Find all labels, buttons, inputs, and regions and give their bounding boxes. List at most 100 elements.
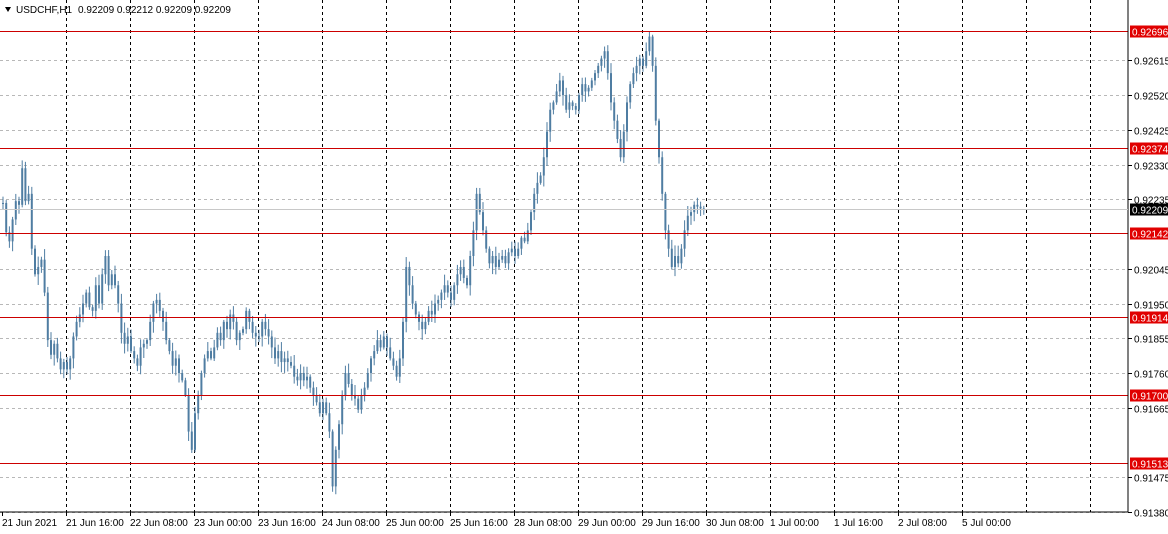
candle-body [696,204,699,207]
candle-body [597,65,600,74]
candle-body [315,394,318,403]
candle-body [309,376,312,388]
candle-body [69,358,72,370]
candle-body [325,402,328,414]
candle-body [402,321,404,359]
time-tick-label: 1 Jul 00:00 [770,518,819,529]
candle-body [350,384,353,395]
candle-body [370,358,372,374]
candle-body [408,266,411,286]
candle-body [354,394,356,399]
candle-body [571,102,574,107]
candle-body [171,351,174,366]
candle-body [168,340,171,352]
candle-body [642,58,644,66]
candle-body [632,73,635,85]
candle-body [533,193,536,213]
candle-body [11,219,14,242]
candle-body [66,362,68,370]
price-tick-label: 0.92520 [1134,92,1168,103]
candle-body [254,332,257,337]
time-tick-label: 24 Jun 08:00 [322,518,380,529]
candle-body [517,248,520,256]
candle-body [446,285,449,293]
candle-body [238,332,241,341]
candle-body [459,266,462,275]
candle-body [174,358,177,366]
candle-body [306,376,308,381]
price-tick-label: 0.91760 [1134,370,1168,381]
candle-body [530,212,532,231]
candle-body [501,256,504,260]
candle-body [8,232,11,242]
candle-body [181,373,184,381]
candle-body [142,343,145,348]
candle-body [162,310,164,322]
candle-body [434,303,436,315]
candle-body [478,193,481,213]
candle-body [200,373,203,395]
candle-body [456,274,459,286]
session-separators [66,0,1091,512]
current-price-bg [1130,203,1168,216]
candle-body [88,292,91,308]
candle-body [158,299,161,311]
candle-body [427,310,430,322]
level-label: 0.91914 [1132,314,1168,325]
candle-body [600,58,603,66]
price-axis: 0.92615 0.92520 0.92425 0.92330 0.92235 0.920… [1128,57,1168,520]
candle-body [59,358,62,370]
candle-body [462,266,465,278]
candle-body [152,303,155,322]
candle-body [232,314,235,322]
dropdown-triangle-icon[interactable] [5,7,11,12]
candle-body [699,206,702,209]
candle-body [229,314,232,330]
candle-body [437,299,440,304]
level-label-bg [1130,457,1168,470]
level-label-bg [1130,311,1168,324]
candle-body [392,358,395,366]
time-tick-label: 28 Jun 08:00 [514,518,572,529]
price-tick-label: 0.92045 [1134,266,1168,277]
candle-body [683,230,686,249]
candle-body [34,248,36,275]
candle-body [216,332,219,348]
time-tick-label: 30 Jun 08:00 [706,518,764,529]
level-label: 0.91513 [1132,460,1168,471]
candle-body [312,387,315,395]
candle-body [46,292,49,341]
symbol-label: USDCHF,H1 [16,5,73,16]
candle-body [184,380,187,395]
candle-body [78,314,81,322]
candle-body [661,157,664,194]
candle-body [584,84,587,92]
price-tick-label: 0.91950 [1134,301,1168,312]
candle-body [702,208,705,210]
level-label-bg [1130,227,1168,240]
candle-body [203,358,206,374]
candle-body [606,51,609,74]
candle-body [43,259,46,293]
time-tick-label: 21 Jun 2021 [2,518,57,529]
time-tick-label: 29 Jun 16:00 [642,518,700,529]
candle-body [286,358,289,363]
candle-body [613,102,616,121]
level-label-bg [1130,142,1168,155]
time-tick-label: 23 Jun 16:00 [258,518,316,529]
candle-body [504,256,507,264]
candle-body [299,373,302,381]
candle-body [546,131,548,158]
candle-body [638,58,641,66]
time-tick-label: 23 Jun 00:00 [194,518,252,529]
time-tick-label: 25 Jun 16:00 [450,518,508,529]
candle-body [670,248,673,267]
candle-body [219,332,222,341]
candle-body [98,285,100,304]
time-tick-label: 25 Jun 00:00 [386,518,444,529]
candle-body [120,303,123,333]
candle-body [498,259,500,267]
candle-body [443,285,446,293]
